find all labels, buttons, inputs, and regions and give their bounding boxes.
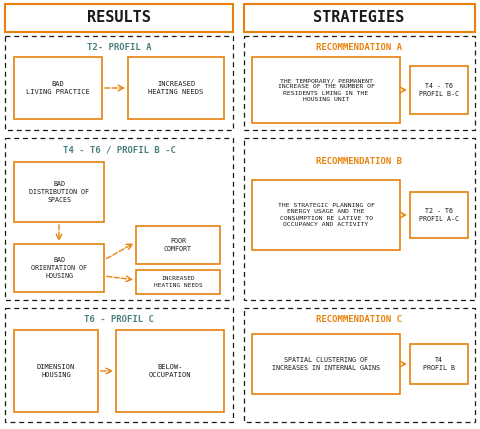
Bar bbox=[5, 4, 233, 32]
Bar bbox=[116, 330, 224, 412]
Bar bbox=[136, 226, 220, 264]
Text: RECOMMENDATION B: RECOMMENDATION B bbox=[316, 157, 402, 166]
Bar bbox=[252, 180, 400, 250]
Bar bbox=[410, 344, 468, 384]
Text: T4
PROFIL B: T4 PROFIL B bbox=[423, 357, 455, 371]
Bar bbox=[5, 308, 233, 422]
Text: THE TEMPORARY/ PERMANENT
INCREASE OF THE NUMBER OF
RESIDENTS LMING IN THE
HOUSIN: THE TEMPORARY/ PERMANENT INCREASE OF THE… bbox=[277, 78, 374, 102]
Bar bbox=[14, 330, 98, 412]
Bar bbox=[14, 162, 104, 222]
Bar bbox=[244, 4, 475, 32]
Bar bbox=[5, 138, 233, 300]
Text: INCREASED
HEATING NEEDS: INCREASED HEATING NEEDS bbox=[154, 276, 203, 287]
Bar bbox=[244, 36, 475, 130]
Bar bbox=[14, 57, 102, 119]
Text: STRATEGIES: STRATEGIES bbox=[313, 10, 405, 25]
Bar bbox=[252, 57, 400, 123]
Text: T2 - T6
PROFIL A-C: T2 - T6 PROFIL A-C bbox=[419, 208, 459, 222]
Text: T4 - T6
PROFIL B-C: T4 - T6 PROFIL B-C bbox=[419, 83, 459, 97]
Text: DIMENSION
HOUSING: DIMENSION HOUSING bbox=[37, 364, 75, 378]
Bar bbox=[14, 244, 104, 292]
Text: T4 - T6 / PROFIL B -C: T4 - T6 / PROFIL B -C bbox=[62, 145, 175, 154]
Bar bbox=[244, 138, 475, 300]
Bar bbox=[252, 334, 400, 394]
Text: T2- PROFIL A: T2- PROFIL A bbox=[87, 43, 151, 52]
Text: INCREASED
HEATING NEEDS: INCREASED HEATING NEEDS bbox=[148, 81, 204, 95]
Bar bbox=[128, 57, 224, 119]
Bar bbox=[244, 308, 475, 422]
Bar bbox=[136, 270, 220, 294]
Bar bbox=[5, 36, 233, 130]
Text: T6 - PROFIL C: T6 - PROFIL C bbox=[84, 315, 154, 324]
Bar bbox=[410, 192, 468, 238]
Text: BAD
DISTRIBUTION OF
SPACES: BAD DISTRIBUTION OF SPACES bbox=[29, 181, 89, 202]
Text: BAD
LIVING PRACTICE: BAD LIVING PRACTICE bbox=[26, 81, 90, 95]
Text: BAD
ORIENTATION OF
HOUSING: BAD ORIENTATION OF HOUSING bbox=[31, 257, 87, 278]
Text: THE STRATEGIC PLANNING OF
ENERGY USAGE AND THE
CONSUMPTION RE LATIVE TO
OCCUPANC: THE STRATEGIC PLANNING OF ENERGY USAGE A… bbox=[277, 203, 374, 227]
Text: BELOW-
OCCUPATION: BELOW- OCCUPATION bbox=[149, 364, 191, 378]
Bar bbox=[410, 66, 468, 114]
Text: POOR
COMFORT: POOR COMFORT bbox=[164, 238, 192, 252]
Text: RESULTS: RESULTS bbox=[87, 10, 151, 25]
Text: RECOMMENDATION A: RECOMMENDATION A bbox=[316, 43, 402, 52]
Text: RECOMMENDATION C: RECOMMENDATION C bbox=[316, 315, 402, 324]
Text: SPATIAL CLUSTERING OF
INCREASES IN INTERNAL GAINS: SPATIAL CLUSTERING OF INCREASES IN INTER… bbox=[272, 357, 380, 371]
